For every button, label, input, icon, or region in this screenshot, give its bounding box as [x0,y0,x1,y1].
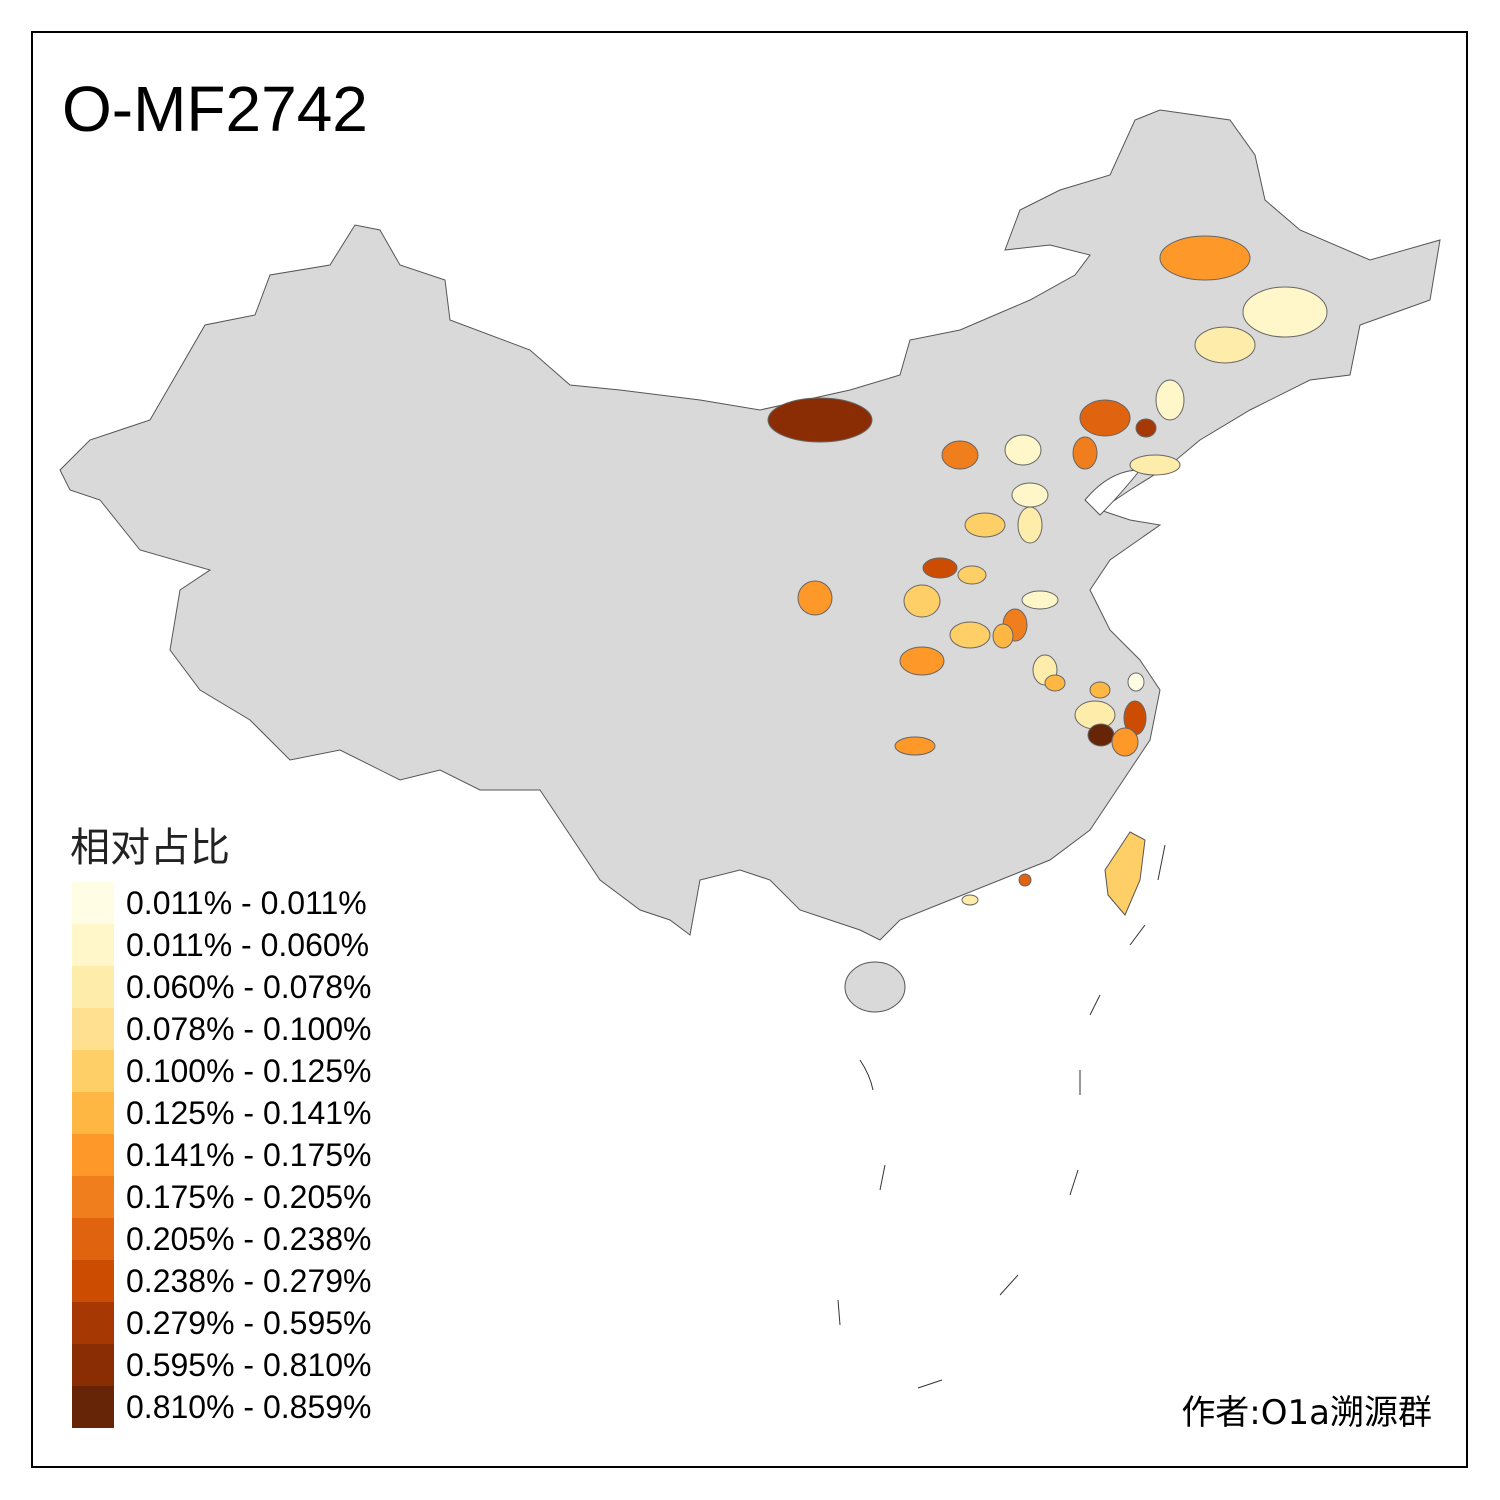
legend-title: 相对占比 [70,825,230,871]
map-frame [31,31,1468,1468]
region-shape [1018,873,1032,887]
region-shape [1129,454,1181,476]
legend-swatch [72,966,114,1008]
legend-label: 0.060% - 0.078% [126,968,372,1005]
region-shape [767,397,873,443]
legend-label: 0.078% - 0.100% [126,1010,372,1047]
legend-swatch [72,1218,114,1260]
region-shape [992,623,1014,649]
region-shape [1194,326,1256,364]
region-shape [1017,506,1043,544]
legend-swatch [72,1092,114,1134]
legend-item: 0.279% - 0.595% [72,1302,372,1344]
region-shape [1242,286,1328,338]
legend-item: 0.100% - 0.125% [72,1050,372,1092]
hainan-island [844,961,906,1013]
author-credit: 作者:O1a溯源群 [1181,1393,1432,1433]
legend-item: 0.125% - 0.141% [72,1092,372,1134]
legend-item: 0.078% - 0.100% [72,1008,372,1050]
legend-swatch [72,924,114,966]
region-shape [903,584,941,618]
region-shape [961,894,979,906]
legend-item: 0.175% - 0.205% [72,1176,372,1218]
legend-swatch [72,1008,114,1050]
legend-label: 0.011% - 0.060% [126,926,370,963]
legend-swatch [72,1344,114,1386]
region-shape [949,621,991,649]
legend-label: 0.100% - 0.125% [126,1052,372,1089]
china-outline [59,109,1441,941]
region-shape [1087,723,1115,747]
legend-swatch [72,1386,114,1428]
legend-label: 0.238% - 0.279% [126,1262,372,1299]
legend: 0.011% - 0.011% 0.011% - 0.060% 0.060% -… [72,882,372,1428]
legend-swatch [72,1176,114,1218]
region-shape [964,512,1006,538]
legend-label: 0.141% - 0.175% [126,1136,372,1173]
legend-item: 0.060% - 0.078% [72,966,372,1008]
legend-label: 0.810% - 0.859% [126,1388,372,1425]
legend-label: 0.279% - 0.595% [126,1304,372,1341]
region-shape [1127,672,1145,692]
legend-item: 0.205% - 0.238% [72,1218,372,1260]
legend-swatch [72,1134,114,1176]
legend-label: 0.175% - 0.205% [126,1178,372,1215]
region-shape [941,440,979,470]
legend-label: 0.205% - 0.238% [126,1220,372,1257]
region-shape [1072,436,1098,470]
region-shape [1111,727,1139,757]
legend-item: 0.595% - 0.810% [72,1344,372,1386]
region-shape [1021,590,1059,610]
legend-swatch [72,1302,114,1344]
region-shape [894,736,936,756]
region-shape [1135,418,1157,438]
legend-label: 0.011% - 0.011% [126,884,367,921]
map-title: O-MF2742 [62,73,368,145]
legend-item: 0.238% - 0.279% [72,1260,372,1302]
region-shape [922,557,958,579]
region-shape [1011,482,1049,508]
region-shape [1004,434,1042,466]
legend-label: 0.595% - 0.810% [126,1346,372,1383]
legend-swatch [72,1260,114,1302]
legend-item: 0.141% - 0.175% [72,1134,372,1176]
legend-label: 0.125% - 0.141% [126,1094,372,1131]
region-shape [957,565,987,585]
legend-item: 0.810% - 0.859% [72,1386,372,1428]
region-shape [1155,379,1185,421]
region-shape [899,646,945,676]
region-shape [1079,399,1131,437]
legend-swatch [72,1050,114,1092]
region-shape [1159,235,1251,281]
region-taiwan [1104,831,1146,916]
south-sea-islands [837,844,1166,1389]
region-shape [1044,674,1066,692]
region-shape [1089,681,1111,699]
legend-item: 0.011% - 0.011% [72,882,372,924]
legend-item: 0.011% - 0.060% [72,924,372,966]
legend-swatch [72,882,114,924]
colored-regions [767,235,1328,906]
region-shape [797,580,833,616]
